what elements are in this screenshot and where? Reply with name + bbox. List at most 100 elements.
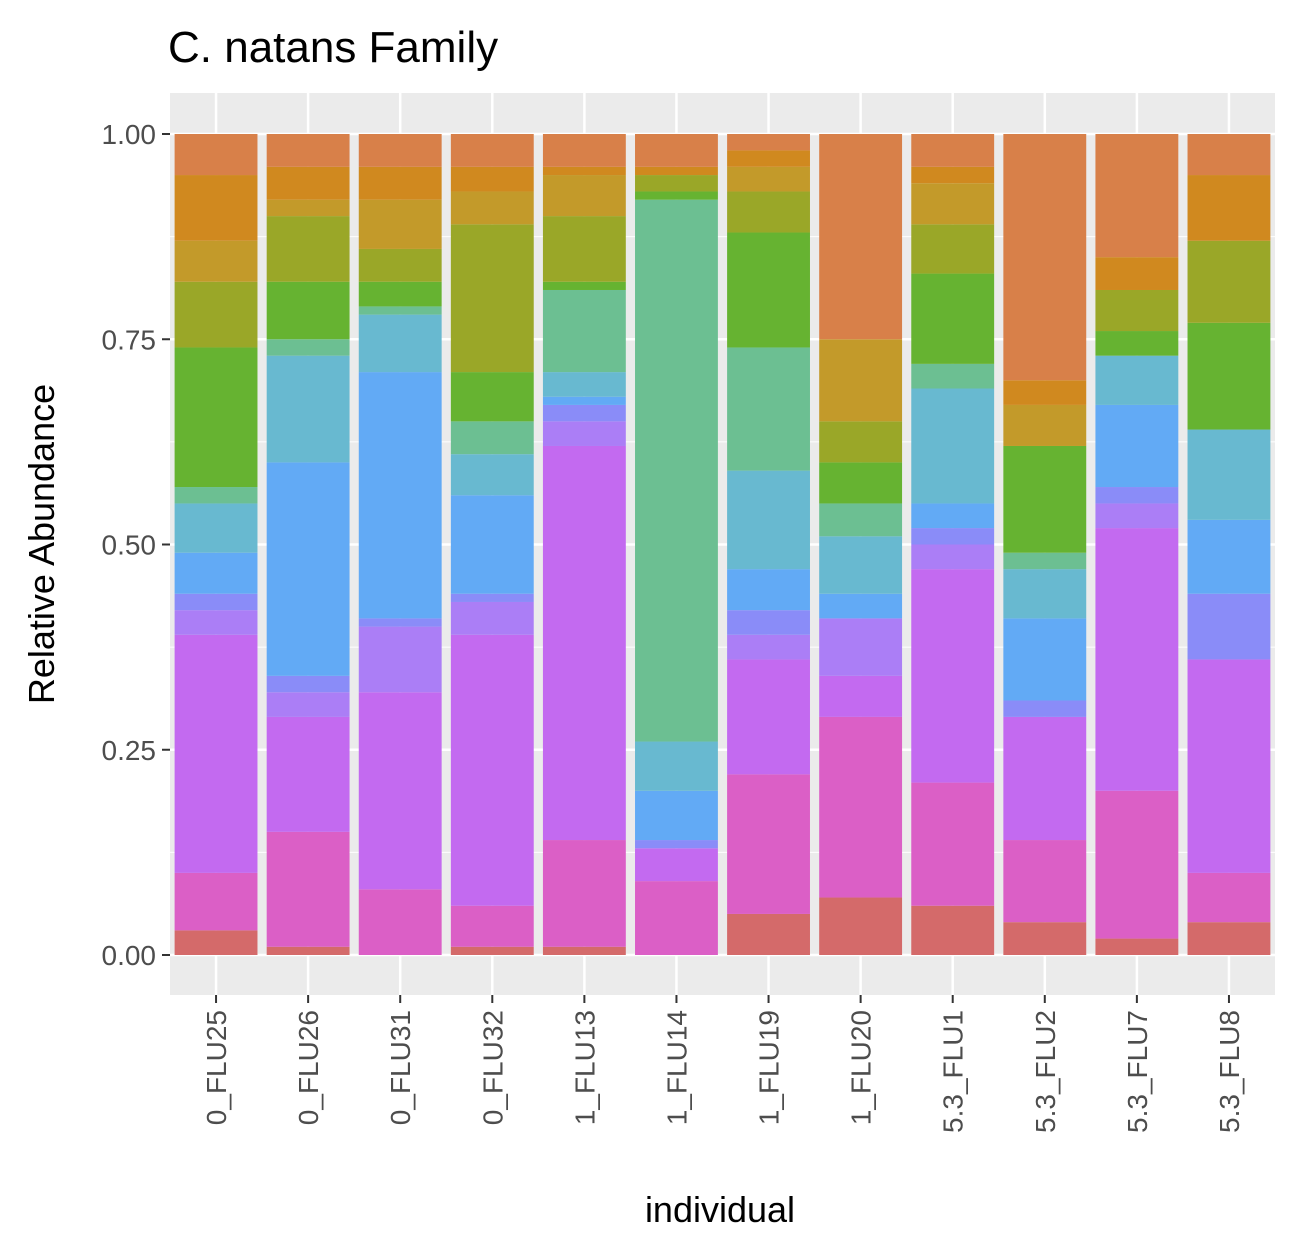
bar-segment [358, 281, 442, 307]
bar-segment [174, 930, 258, 955]
bar-1_FLU20 [819, 134, 903, 955]
bar-segment [1003, 569, 1087, 619]
bar-segment [819, 618, 903, 676]
bar-segment [358, 134, 442, 167]
bar-segment [1187, 175, 1271, 241]
bar-segment [727, 150, 810, 167]
bar-segment [358, 889, 442, 955]
bar-segment [542, 289, 626, 373]
y-tick-label: 1.00 [102, 119, 157, 150]
bar-segment [358, 248, 442, 282]
bar-0_FLU32 [450, 134, 534, 955]
bar-segment [542, 372, 626, 397]
bar-segment [635, 790, 718, 841]
y-tick-label: 0.75 [102, 324, 157, 355]
bar-segment [174, 175, 258, 241]
bar-segment [1095, 257, 1179, 290]
bar-segment [819, 503, 903, 537]
bar-segment [911, 134, 995, 167]
bar-segment [450, 593, 534, 602]
bar-segment [358, 692, 442, 890]
bar-1_FLU13 [542, 134, 626, 955]
bar-0_FLU26 [266, 134, 350, 955]
bar-segment [1187, 240, 1271, 323]
bar-segment [358, 372, 442, 619]
bar-segment [450, 905, 534, 947]
bar-segment [266, 462, 350, 676]
bar-segment [1095, 331, 1179, 356]
x-tick-label: 5.3_FLU2 [1030, 1010, 1061, 1133]
bar-segment [911, 569, 995, 783]
bar-segment [911, 273, 995, 364]
bar-segment [727, 774, 810, 914]
bar-segment [542, 946, 626, 955]
bar-segment [1187, 659, 1271, 873]
bar-segment [542, 840, 626, 947]
bar-segment [1095, 404, 1179, 488]
bar-segment [819, 421, 903, 463]
bar-segment [819, 675, 903, 717]
bar-segment [635, 175, 718, 192]
bar-segment [727, 134, 810, 151]
bar-segment [542, 175, 626, 217]
bar-segment [1003, 134, 1087, 381]
bar-segment [174, 872, 258, 931]
bar-segment [174, 487, 258, 504]
bar-segment [1187, 322, 1271, 430]
bar-segment [450, 634, 534, 906]
bar-segment [358, 626, 442, 693]
bar-segment [727, 659, 810, 775]
bar-segment [635, 848, 718, 882]
bar-1_FLU19 [727, 134, 810, 955]
bar-segment [635, 166, 718, 176]
bar-segment [542, 134, 626, 167]
bar-segment [174, 503, 258, 553]
bar-segment [266, 216, 350, 282]
bar-segment [1095, 355, 1179, 405]
bar-segment [635, 199, 718, 742]
bar-segment [1003, 700, 1087, 717]
bar-segment [174, 281, 258, 348]
bar-segment [911, 363, 995, 389]
bar-segment [819, 716, 903, 898]
bar-segment [1003, 404, 1087, 446]
bar-segment [542, 404, 626, 422]
bar-segment [911, 544, 995, 570]
chart-title: C. natans Family [168, 23, 498, 72]
x-tick-label: 1_FLU14 [661, 1010, 692, 1125]
bar-segment [819, 339, 903, 422]
bar-5.3_FLU7 [1095, 134, 1179, 955]
x-tick-label: 1_FLU20 [846, 1010, 877, 1125]
bar-segment [635, 881, 718, 955]
bar-segment [1095, 503, 1179, 529]
bar-segment [1095, 938, 1179, 955]
bar-segment [635, 840, 718, 849]
bar-segment [727, 347, 810, 471]
bar-segment [358, 166, 442, 200]
bar-segment [542, 421, 626, 446]
bar-segment [1095, 134, 1179, 258]
bar-segment [266, 355, 350, 463]
bar-segment [635, 741, 718, 791]
bar-segment [450, 601, 534, 635]
bar-segment [450, 454, 534, 496]
bar-segment [542, 216, 626, 282]
bar-segment [911, 503, 995, 529]
bar-segment [358, 199, 442, 249]
bar-5.3_FLU2 [1003, 134, 1087, 955]
bar-segment [542, 445, 626, 841]
bar-segment [1095, 528, 1179, 791]
bar-5.3_FLU1 [911, 134, 995, 955]
bar-segment [266, 281, 350, 340]
bar-segment [358, 306, 442, 315]
bar-0_FLU31 [358, 134, 442, 955]
bar-segment [819, 897, 903, 955]
bar-segment [1003, 380, 1087, 405]
bar-segment [1095, 790, 1179, 939]
bar-segment [450, 166, 534, 192]
bar-segment [1187, 134, 1271, 176]
bar-segment [266, 831, 350, 947]
bar-segment [819, 462, 903, 504]
bar-segment [450, 946, 534, 955]
x-axis-title: individual [645, 1189, 795, 1230]
